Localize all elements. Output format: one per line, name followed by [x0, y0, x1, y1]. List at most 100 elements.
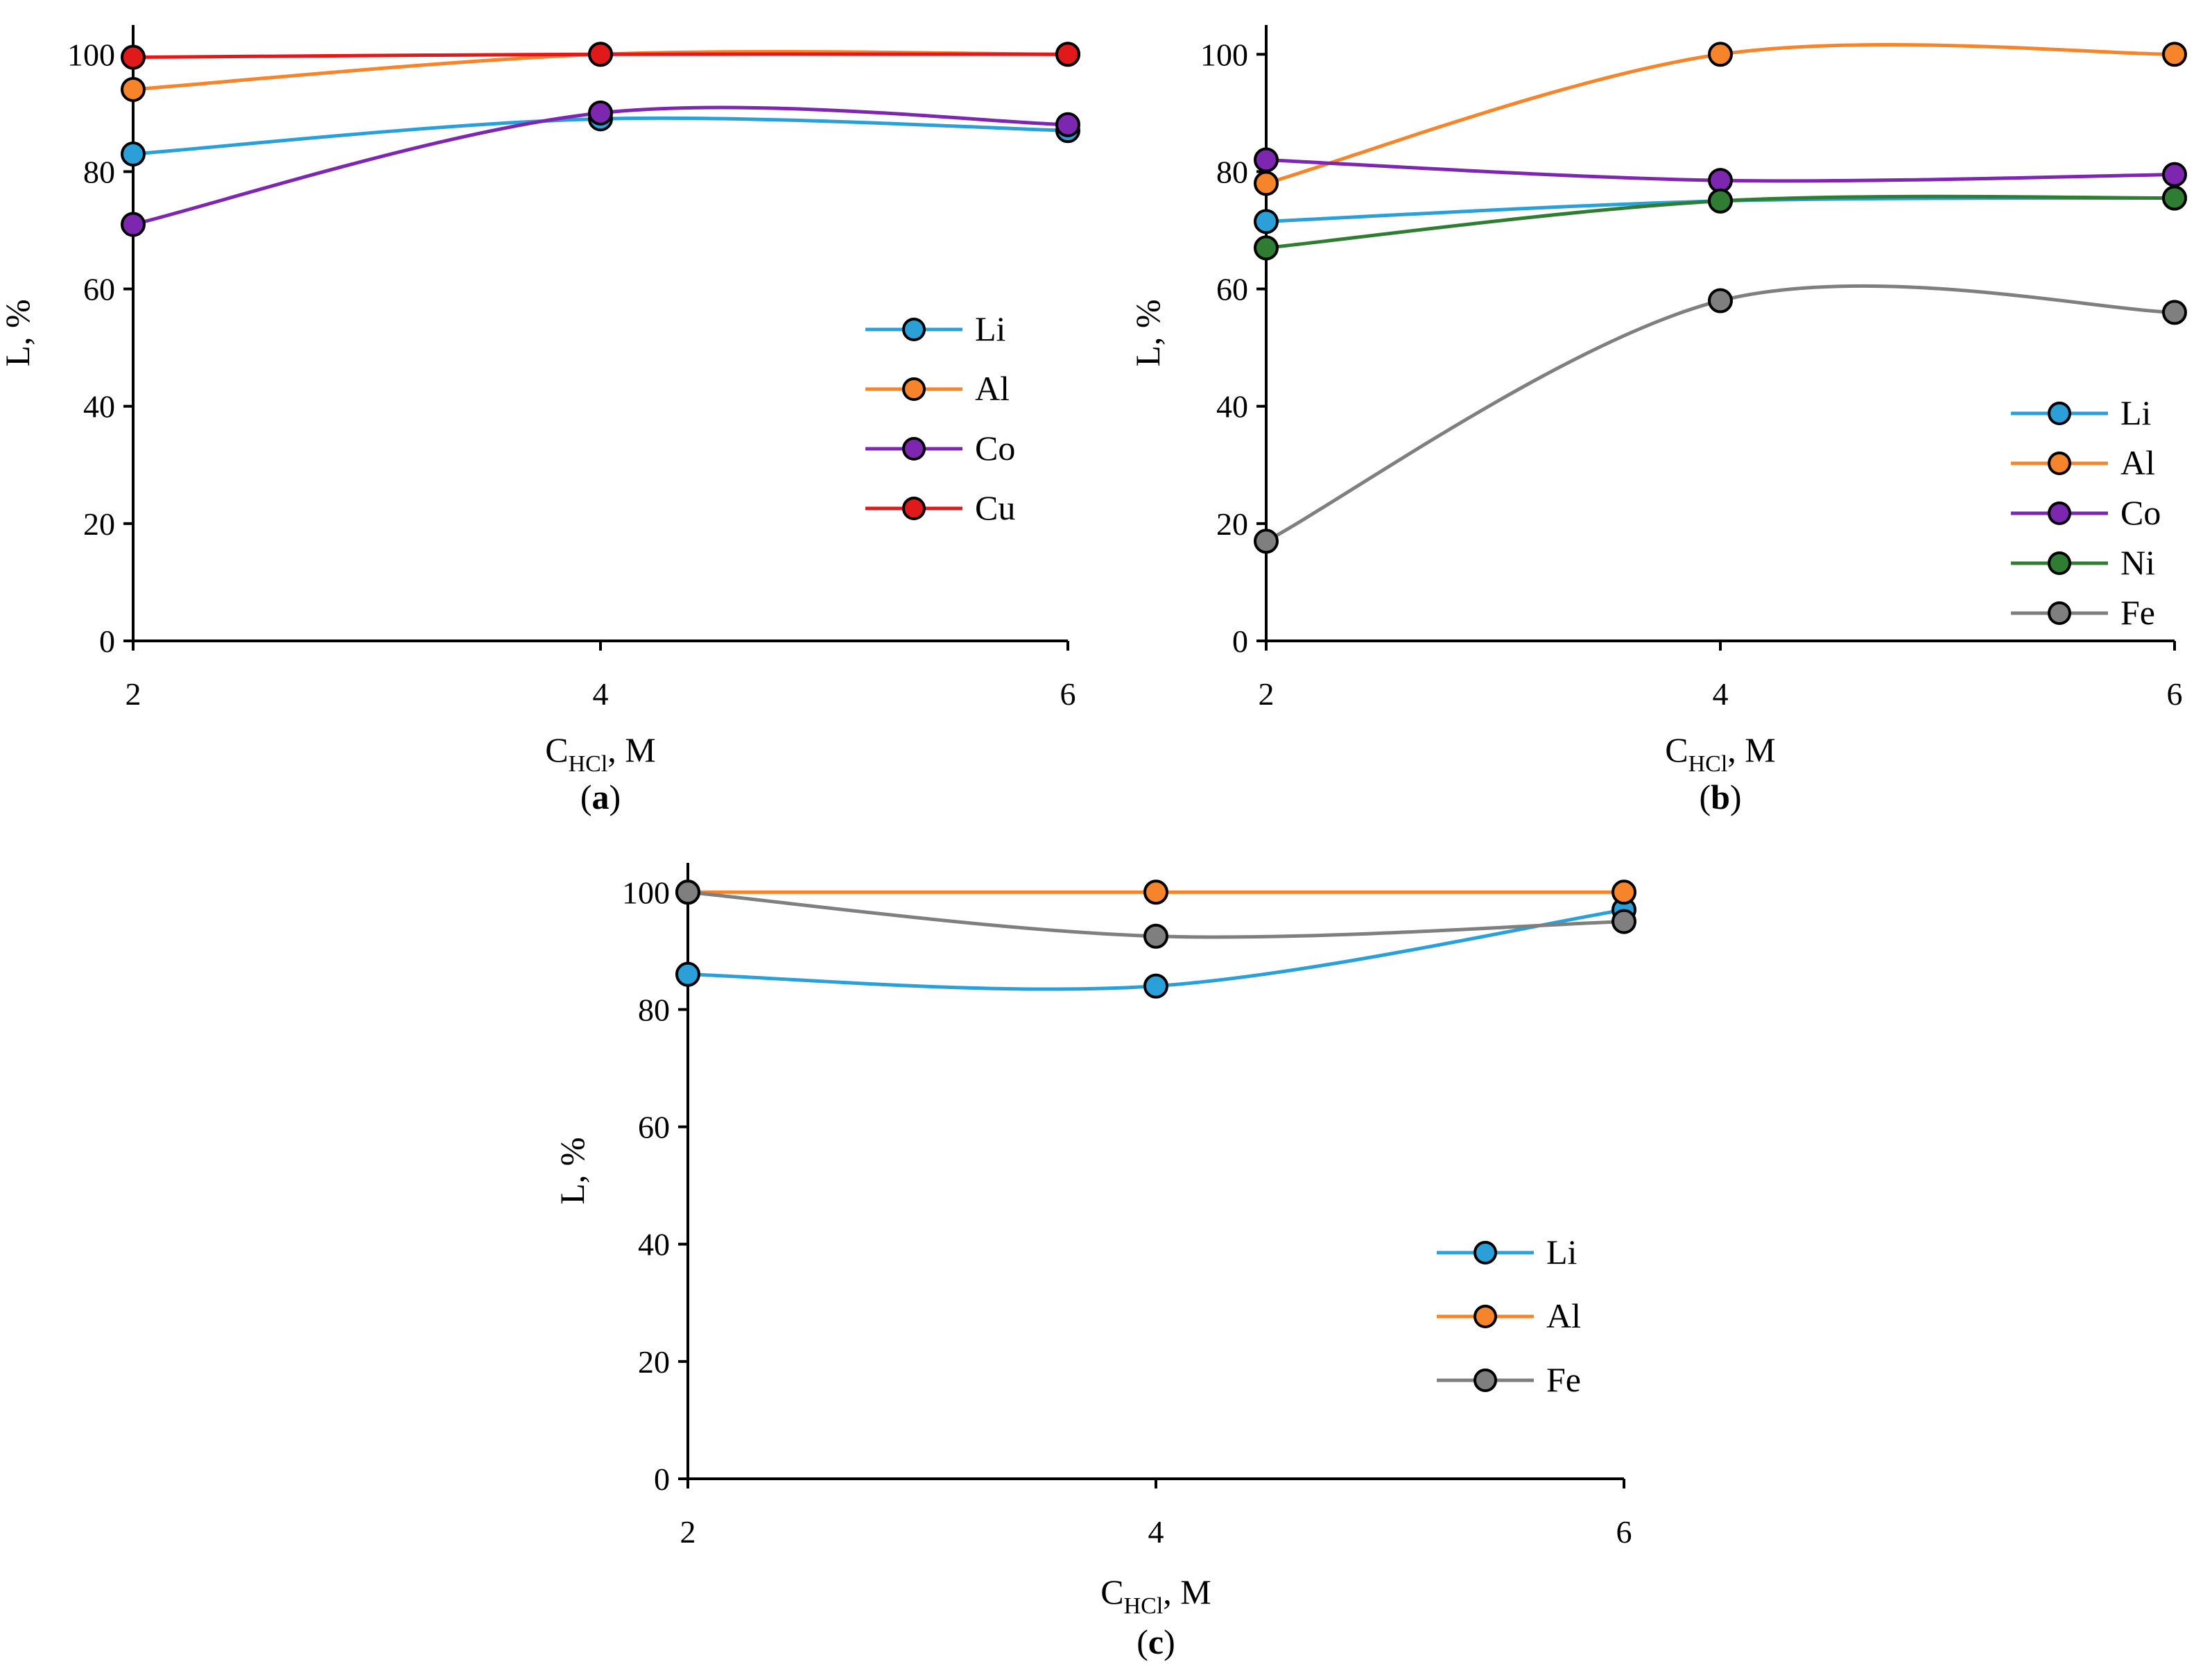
legend-entry-li: Li: [1437, 1233, 1577, 1271]
y-tick-label: 20: [638, 1344, 670, 1380]
y-axis-title: L, %: [1128, 299, 1167, 366]
x-tick-label: 4: [593, 676, 609, 712]
legend-label: Cu: [975, 488, 1015, 527]
panel-caption: (c): [1137, 1622, 1175, 1661]
data-point-fe: [675, 880, 700, 905]
data-point-co: [2162, 162, 2187, 187]
legend-entry-li: Li: [865, 309, 1005, 348]
x-tick-label: 4: [1713, 676, 1729, 712]
data-point-li: [1143, 973, 1168, 999]
caption-open: (: [1699, 778, 1711, 816]
data-point-al: [1254, 171, 1279, 196]
caption-letter: a: [592, 778, 610, 816]
legend-label: Al: [2120, 443, 2155, 482]
x-axis-title-subscript: HCl: [1124, 1593, 1164, 1619]
y-tick-label: 40: [638, 1227, 670, 1262]
legend-marker: [1474, 1305, 1497, 1328]
data-point-al: [2162, 42, 2187, 67]
data-point-cu: [588, 42, 613, 67]
y-tick-label: 100: [67, 37, 115, 72]
legend-label: Li: [1546, 1233, 1577, 1271]
legend-marker: [2048, 551, 2071, 575]
y-tick-label: 100: [622, 875, 670, 910]
data-point-fe: [1143, 923, 1168, 949]
x-axis-title-subscript: HCl: [1688, 751, 1728, 777]
caption-open: (: [580, 778, 592, 816]
y-tick-label: 0: [99, 624, 115, 659]
panel-caption: (b): [1699, 778, 1741, 816]
y-tick-label: 80: [638, 992, 670, 1027]
legend-label: Co: [2120, 493, 2161, 532]
x-axis-title-unit: , M: [1163, 1572, 1211, 1611]
x-tick-label: 6: [1060, 676, 1076, 712]
legend-label: Co: [975, 429, 1015, 467]
legend-marker: [2048, 501, 2071, 525]
x-tick-label: 2: [1259, 676, 1275, 712]
legend-marker: [2048, 402, 2071, 425]
data-point-li: [1254, 209, 1279, 234]
x-axis-title-unit: , M: [607, 730, 655, 769]
caption-close: ): [1164, 1622, 1175, 1661]
data-point-ni: [1708, 188, 1733, 214]
legend-label: Fe: [1546, 1360, 1581, 1399]
data-point-cu: [121, 44, 146, 70]
legend-label: Al: [1546, 1296, 1581, 1335]
data-point-li: [121, 141, 146, 167]
data-point-fe: [1612, 909, 1636, 934]
legend-entry-co: Co: [865, 429, 1015, 467]
y-tick-label: 60: [83, 272, 115, 307]
y-tick-label: 20: [83, 506, 115, 542]
data-point-al: [121, 77, 146, 103]
x-tick-label: 6: [2167, 676, 2183, 712]
y-tick-label: 0: [1232, 624, 1248, 659]
panel-caption: (a): [580, 778, 621, 816]
x-axis-title-main: C: [545, 730, 568, 769]
legend-marker: [902, 377, 926, 401]
data-point-co: [1708, 168, 1733, 194]
y-tick-label: 20: [1216, 506, 1248, 542]
y-tick-label: 80: [1216, 154, 1248, 189]
y-tick-label: 40: [83, 389, 115, 424]
legend-entry-al: Al: [865, 369, 1010, 408]
legend-marker: [902, 497, 926, 520]
x-axis-title-subscript: HCl: [569, 751, 608, 777]
legend-entry-co: Co: [2011, 493, 2161, 532]
data-point-al: [1708, 42, 1733, 67]
data-point-fe: [1254, 529, 1279, 554]
legend-marker: [1474, 1369, 1497, 1392]
data-point-co: [121, 212, 146, 237]
legend-label: Li: [2120, 393, 2151, 432]
caption-letter: c: [1148, 1622, 1164, 1661]
x-axis-title: CHCl, M: [1100, 1572, 1211, 1619]
data-point-fe: [2162, 300, 2187, 325]
caption-open: (: [1137, 1622, 1148, 1661]
data-point-al: [1612, 880, 1636, 905]
caption-letter: b: [1711, 778, 1730, 816]
caption-close: ): [1730, 778, 1742, 816]
y-tick-label: 0: [654, 1461, 670, 1497]
legend-entry-li: Li: [2011, 393, 2151, 432]
legend-label: Al: [975, 369, 1010, 408]
legend-marker: [902, 318, 926, 341]
data-point-cu: [1055, 42, 1080, 67]
x-tick-label: 6: [1616, 1514, 1632, 1550]
y-tick-label: 100: [1200, 37, 1248, 72]
x-axis-title-unit: , M: [1727, 730, 1775, 769]
x-axis-title-main: C: [1665, 730, 1688, 769]
legend-entry-al: Al: [1437, 1296, 1581, 1335]
legend-entry-ni: Ni: [2011, 543, 2155, 582]
data-point-ni: [2162, 185, 2187, 211]
x-axis-title: CHCl, M: [1665, 730, 1776, 777]
legend-label: Ni: [2120, 543, 2155, 582]
caption-close: ): [610, 778, 621, 816]
data-point-co: [1254, 147, 1279, 173]
legend-entry-al: Al: [2011, 443, 2155, 482]
x-tick-label: 4: [1148, 1514, 1164, 1550]
legend-marker: [2048, 601, 2071, 625]
data-point-ni: [1254, 235, 1279, 261]
data-point-li: [675, 961, 700, 987]
y-tick-label: 40: [1216, 389, 1248, 424]
